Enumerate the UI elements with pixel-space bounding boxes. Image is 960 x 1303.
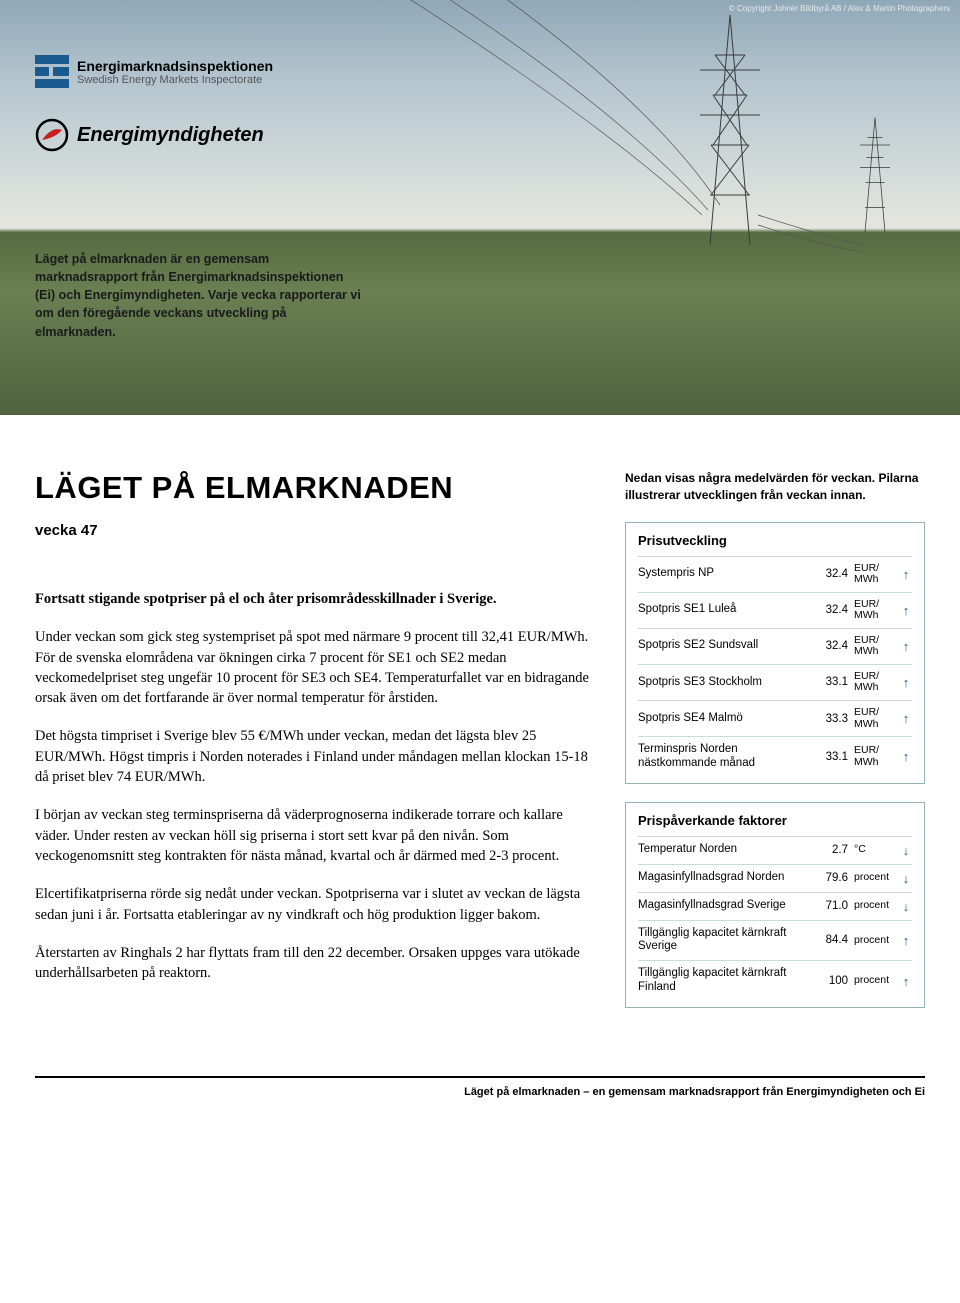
logo-ei-mark [35,55,69,88]
factors-box-title: Prispåverkande faktorer [638,813,912,828]
factor-unit: °C [854,844,894,856]
body-paragraph-1: Under veckan som gick steg systempriset … [35,627,590,708]
main-column: LÄGET PÅ ELMARKNADEN vecka 47 Fortsatt s… [35,470,590,1026]
factors-box: Prispåverkande faktorer Temperatur Norde… [625,802,925,1008]
footer-text: Läget på elmarknaden – en gemensam markn… [35,1076,925,1118]
price-value: 32.4 [806,640,848,652]
price-label: Spotpris SE4 Malmö [638,712,800,726]
body-paragraph-5: Återstarten av Ringhals 2 har flyttats f… [35,943,590,984]
logo-em-name: Energimyndigheten [77,124,264,147]
logo-ei-name: Energimarknadsinspektionen [77,58,273,74]
price-label: Spotpris SE2 Sundsvall [638,639,800,653]
price-unit: EUR/ MWh [854,707,894,730]
factor-unit: procent [854,975,894,987]
factor-row: Temperatur Norden 2.7 °C ↓ [638,836,912,864]
arrow-up-icon: ↑ [900,603,912,618]
arrow-down-icon: ↓ [900,899,912,914]
factor-label: Magasinfyllnadsgrad Sverige [638,899,800,913]
logo-ei-sub: Swedish Energy Markets Inspectorate [77,74,273,86]
price-row: Spotpris SE3 Stockholm 33.1 EUR/ MWh ↑ [638,664,912,700]
factor-unit: procent [854,900,894,912]
logo-em: Energimyndigheten [35,118,273,152]
price-row: Terminspris Norden nästkommande månad 33.… [638,736,912,777]
arrow-up-icon: ↑ [900,639,912,654]
factor-label: Tillgänglig kapacitet kärnkraft Sverige [638,927,800,955]
price-box: Prisutveckling Systempris NP 32.4 EUR/ MWh… [625,522,925,784]
logo-ei: Energimarknadsinspektionen Swedish Energ… [35,55,273,88]
factor-row: Tillgänglig kapacitet kärnkraft Sverige 8… [638,920,912,961]
factor-row: Magasinfyllnadsgrad Sverige 71.0 procent ↓ [638,892,912,920]
factor-value: 79.6 [806,872,848,884]
factor-value: 84.4 [806,934,848,946]
price-row: Systempris NP 32.4 EUR/ MWh ↑ [638,556,912,592]
price-value: 33.1 [806,676,848,688]
price-box-title: Prisutveckling [638,533,912,548]
arrow-up-icon: ↑ [900,567,912,582]
price-row: Spotpris SE4 Malmö 33.3 EUR/ MWh ↑ [638,700,912,736]
price-label: Terminspris Norden nästkommande månad [638,743,800,771]
page-title: LÄGET PÅ ELMARKNADEN [35,470,590,506]
price-row: Spotpris SE2 Sundsvall 32.4 EUR/ MWh ↑ [638,628,912,664]
body-paragraph-2: Det högsta timpriset i Sverige blev 55 €… [35,726,590,787]
body-paragraph-3: I början av veckan steg terminspriserna … [35,805,590,866]
price-value: 32.4 [806,568,848,580]
price-value: 32.4 [806,604,848,616]
factor-value: 100 [806,975,848,987]
price-unit: EUR/ MWh [854,745,894,768]
price-label: Spotpris SE3 Stockholm [638,676,800,690]
sidebar-column: Nedan visas några medelvärden för veckan… [625,470,925,1026]
price-row: Spotpris SE1 Luleå 32.4 EUR/ MWh ↑ [638,592,912,628]
factor-value: 2.7 [806,844,848,856]
arrow-down-icon: ↓ [900,871,912,886]
factor-unit: procent [854,935,894,947]
price-unit: EUR/ MWh [854,599,894,622]
factor-value: 71.0 [806,900,848,912]
price-value: 33.1 [806,751,848,763]
price-value: 33.3 [806,713,848,725]
price-unit: EUR/ MWh [854,671,894,694]
factor-row: Magasinfyllnadsgrad Norden 79.6 procent ↓ [638,864,912,892]
arrow-up-icon: ↑ [900,974,912,989]
arrow-up-icon: ↑ [900,933,912,948]
arrow-up-icon: ↑ [900,749,912,764]
arrow-down-icon: ↓ [900,843,912,858]
hero-banner: © Copyright Johnér Bildbyrå AB / Alex & … [0,0,960,415]
factor-label: Magasinfyllnadsgrad Norden [638,871,800,885]
factor-unit: procent [854,872,894,884]
price-unit: EUR/ MWh [854,563,894,586]
logos-block: Energimarknadsinspektionen Swedish Energ… [35,55,273,152]
factor-row: Tillgänglig kapacitet kärnkraft Finland 1… [638,960,912,1001]
price-label: Systempris NP [638,567,800,581]
factor-label: Tillgänglig kapacitet kärnkraft Finland [638,967,800,995]
content-area: LÄGET PÅ ELMARKNADEN vecka 47 Fortsatt s… [0,415,960,1046]
arrow-up-icon: ↑ [900,675,912,690]
arrow-up-icon: ↑ [900,711,912,726]
lead-paragraph: Fortsatt stigande spotpriser på el och å… [35,589,590,609]
intro-text: Läget på elmarknaden är en gemensam mark… [35,250,365,341]
price-unit: EUR/ MWh [854,635,894,658]
week-label: vecka 47 [35,522,590,539]
logo-em-icon [35,118,69,152]
price-label: Spotpris SE1 Luleå [638,603,800,617]
body-paragraph-4: Elcertifikatpriserna rörde sig nedåt und… [35,884,590,925]
factor-label: Temperatur Norden [638,843,800,857]
sidebar-note: Nedan visas några medelvärden för veckan… [625,470,925,504]
